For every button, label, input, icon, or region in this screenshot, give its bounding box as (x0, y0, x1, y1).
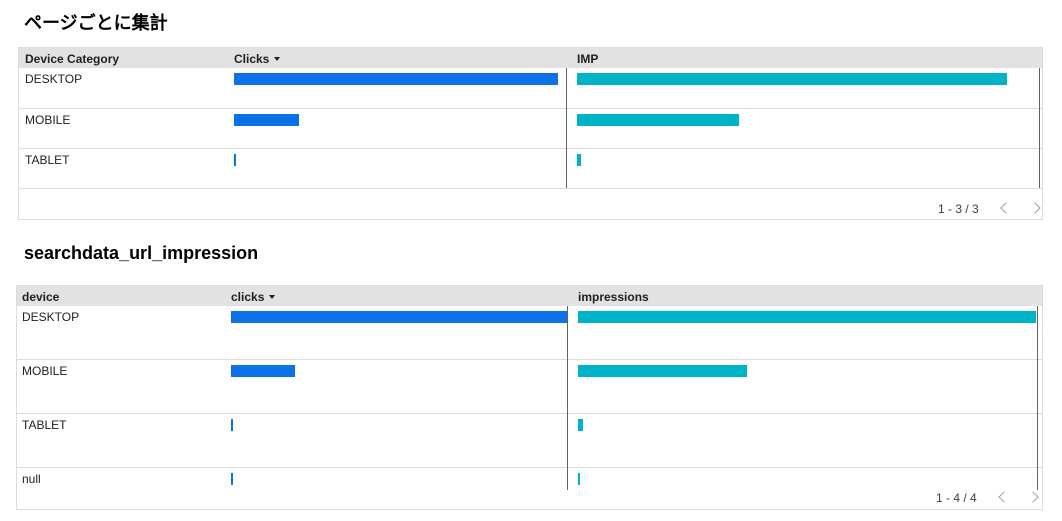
chevron-left-icon[interactable] (1000, 202, 1012, 214)
table-row: MOBILE (17, 360, 1042, 414)
section-title-searchdata: searchdata_url_impression (24, 243, 259, 263)
imp-bar (577, 114, 739, 126)
column-header-clicks-label: Clicks (234, 52, 270, 66)
column-divider (1039, 68, 1040, 188)
sort-descending-caret-icon[interactable] (269, 294, 276, 299)
pagination-range: 1 - 4 / 4 (936, 491, 977, 505)
imp-bar (577, 73, 1007, 85)
clicks-bar (234, 114, 299, 126)
table-row: MOBILE (19, 109, 1042, 149)
column-header-device-category[interactable]: Device Category (25, 52, 120, 66)
imp-bar (577, 154, 582, 166)
chevron-right-icon[interactable] (1027, 491, 1040, 503)
column-header-clicks[interactable]: Clicks (234, 52, 281, 66)
clicks-bar (231, 473, 233, 485)
pagination: 1 - 3 / 3 (938, 202, 1042, 216)
device-category-table: Device Category Clicks IMP DESKTOP MOBIL… (18, 47, 1043, 220)
table-header: device clicks impressions (17, 286, 1042, 306)
clicks-bar (231, 365, 295, 377)
pagination-range: 1 - 3 / 3 (938, 202, 979, 216)
device-table: device clicks impressions DESKTOP MOBILE… (16, 285, 1043, 510)
chevron-right-icon[interactable] (1029, 202, 1042, 214)
column-header-impressions[interactable]: impressions (578, 290, 649, 304)
table-row: TABLET (19, 149, 1042, 189)
clicks-bar (234, 154, 236, 166)
impressions-bar (578, 473, 580, 485)
table-row: null (17, 468, 1042, 490)
section-title-page-aggregate: ページごとに集計 (24, 13, 168, 33)
impressions-bar (578, 311, 1036, 323)
row-label: TABLET (25, 153, 70, 167)
column-divider (567, 306, 568, 490)
table-row: DESKTOP (19, 68, 1042, 109)
clicks-bar (231, 311, 567, 323)
column-header-clicks-label: clicks (231, 290, 265, 304)
table-header: Device Category Clicks IMP (19, 48, 1042, 68)
column-divider (566, 68, 567, 188)
pagination: 1 - 4 / 4 (936, 491, 1040, 505)
sort-descending-caret-icon[interactable] (274, 56, 281, 61)
table-row: TABLET (17, 414, 1042, 468)
row-label: MOBILE (25, 113, 71, 127)
row-label: DESKTOP (22, 310, 80, 324)
clicks-bar (231, 419, 233, 431)
chevron-left-icon[interactable] (998, 491, 1010, 503)
table-row: DESKTOP (17, 306, 1042, 360)
row-label: null (22, 472, 41, 486)
impressions-bar (578, 365, 748, 377)
column-header-imp[interactable]: IMP (577, 52, 599, 66)
clicks-bar (234, 73, 558, 85)
column-header-clicks[interactable]: clicks (231, 290, 276, 304)
row-label: MOBILE (22, 364, 68, 378)
column-divider (1037, 306, 1038, 490)
row-label: DESKTOP (25, 72, 83, 86)
column-header-device[interactable]: device (22, 290, 60, 304)
row-label: TABLET (22, 418, 67, 432)
impressions-bar (578, 419, 584, 431)
